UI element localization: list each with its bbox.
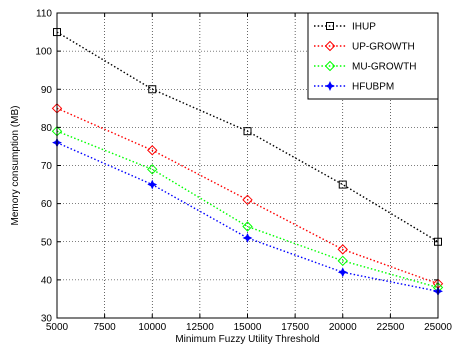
y-tick-label: 60 bbox=[41, 199, 53, 210]
x-tick-label: 22500 bbox=[376, 322, 404, 333]
y-axis-tick-labels: 30 40 50 60 70 80 90 100 110 bbox=[35, 9, 52, 325]
legend-item: UP-GROWTH bbox=[314, 40, 415, 53]
data-point bbox=[337, 244, 348, 255]
y-tick-label: 70 bbox=[41, 161, 53, 172]
legend-marker bbox=[324, 40, 336, 52]
x-axis-tick-labels: 5000 7500 10000 12500 15000 17500 20000 22500 25… bbox=[46, 322, 452, 333]
legend-label: UP-GROWTH bbox=[352, 42, 415, 53]
data-point bbox=[147, 145, 158, 156]
series-layer bbox=[51, 28, 444, 297]
legend-item: HFUBPM bbox=[314, 81, 394, 93]
legend-item: MU-GROWTH bbox=[314, 60, 416, 73]
data-point bbox=[337, 255, 348, 267]
x-tick-label: 20000 bbox=[329, 322, 357, 333]
data-point bbox=[147, 179, 158, 190]
y-tick-label: 30 bbox=[41, 314, 53, 325]
y-tick-label: 100 bbox=[35, 47, 52, 58]
legend-marker bbox=[326, 22, 334, 30]
data-point bbox=[338, 180, 347, 189]
series-line bbox=[56, 31, 439, 243]
x-tick-label: 12500 bbox=[186, 322, 214, 333]
y-tick-label: 80 bbox=[41, 123, 53, 134]
series-line bbox=[56, 130, 439, 289]
series-line bbox=[56, 141, 439, 292]
legend-marker bbox=[325, 81, 335, 91]
series-line bbox=[56, 107, 439, 285]
y-tick-label: 40 bbox=[41, 275, 53, 286]
data-point bbox=[337, 267, 348, 278]
data-point bbox=[148, 85, 157, 94]
x-tick-label: 25000 bbox=[424, 322, 452, 333]
data-point bbox=[242, 232, 253, 243]
legend-label: HFUBPM bbox=[352, 82, 394, 93]
x-tick-label: 7500 bbox=[94, 322, 117, 333]
x-tick-label: 10000 bbox=[138, 322, 166, 333]
legend: IHUP UP-GROWTH MU-GROWTH HFUBPM bbox=[307, 12, 439, 100]
grid-lines bbox=[57, 13, 438, 318]
y-tick-label: 110 bbox=[36, 9, 52, 20]
data-point bbox=[242, 194, 253, 206]
legend-label: MU-GROWTH bbox=[352, 62, 416, 73]
x-tick-label: 17500 bbox=[281, 322, 309, 333]
legend-label: IHUP bbox=[352, 22, 376, 33]
legend-item: IHUP bbox=[314, 22, 376, 33]
y-tick-label: 50 bbox=[41, 237, 53, 248]
x-tick-label: 5000 bbox=[46, 322, 69, 333]
data-point bbox=[242, 221, 253, 232]
legend-marker bbox=[324, 60, 336, 72]
data-point bbox=[243, 127, 252, 136]
x-axis-title: Minimum Fuzzy Utility Threshold bbox=[175, 334, 319, 345]
y-axis-title: Memory consumption (MB) bbox=[10, 105, 21, 225]
data-point bbox=[147, 164, 158, 175]
y-tick-label: 90 bbox=[41, 85, 53, 96]
x-tick-label: 15000 bbox=[234, 322, 262, 333]
